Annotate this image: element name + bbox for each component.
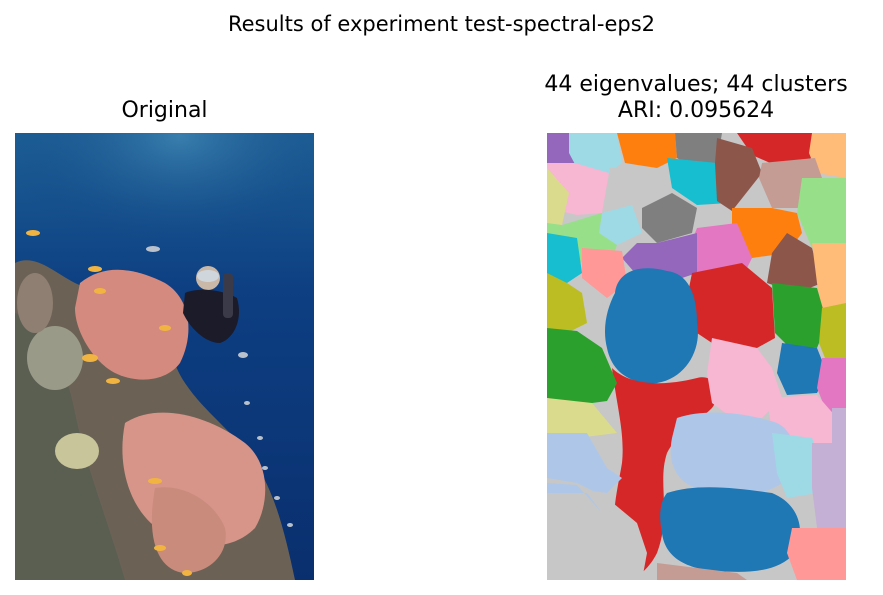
segment-lightorange-right	[812, 243, 846, 313]
segment-brown-top	[715, 138, 762, 211]
segment-blue-right	[777, 343, 827, 395]
segment-lightblue-left	[547, 433, 622, 493]
yellow-sponge	[55, 433, 99, 469]
segment-lightorange-top	[809, 133, 846, 178]
segment-olive-left	[547, 273, 587, 333]
segment-khaki-lower	[547, 398, 617, 438]
segment-cyan-top	[667, 158, 729, 205]
segment-blue-lower	[660, 487, 801, 572]
original-image	[15, 133, 314, 580]
segment-tan-bottom	[657, 563, 747, 580]
segment-pink-right	[817, 358, 846, 413]
segment-cyan-left	[547, 233, 582, 283]
segmentation-title-line1: 44 eigenvalues; 44 clusters	[544, 72, 848, 97]
segment-lavender-right	[832, 408, 846, 453]
pale-coral-head	[27, 326, 83, 390]
pink-coral-bottom	[151, 487, 226, 573]
segment-green-right	[772, 283, 827, 348]
diver-mask	[197, 270, 219, 282]
segmentation-image	[547, 133, 846, 580]
segment-lavender-lower	[812, 443, 846, 528]
pink-coral-upper	[75, 269, 189, 380]
segmentation-map	[547, 133, 846, 580]
underwater-photo	[15, 133, 314, 580]
segment-blue-center	[604, 268, 698, 384]
segment-lightgreen-right	[797, 178, 846, 248]
segmentation-panel-title: 44 eigenvalues; 44 clusters ARI: 0.09562…	[497, 72, 883, 124]
fish-school	[26, 230, 192, 576]
segment-red-center	[687, 263, 775, 353]
segment-salmon-left	[582, 248, 627, 298]
segment-lightcyan-mid	[599, 205, 642, 245]
segmentation-title-line2: ARI: 0.095624	[617, 98, 775, 123]
original-panel-title: Original	[121, 98, 208, 123]
segment-lightblue-center	[670, 412, 795, 495]
segment-salmon-lower	[787, 528, 846, 580]
segment-olive-right	[819, 303, 846, 363]
segment-lightblue-lower-strip	[547, 483, 602, 513]
segment-red-top	[737, 133, 812, 166]
figure-suptitle: Results of experiment test-spectral-eps2	[227, 12, 656, 36]
segment-orange-top	[617, 133, 677, 168]
small-silver-fish	[146, 246, 293, 527]
segment-brown-right	[767, 233, 822, 293]
segment-khaki-left	[547, 168, 569, 228]
diver-tank	[223, 273, 233, 318]
segment-lightgray-top	[609, 168, 672, 208]
segment-gray-mid	[642, 193, 697, 243]
segment-lightpink-mid	[707, 338, 782, 418]
coral-cluster-left	[17, 273, 53, 333]
segment-lightcyan-right	[772, 433, 822, 498]
segment-lightcyan-top	[569, 133, 622, 173]
segment-green-left	[547, 328, 617, 405]
segment-lightgray-lower	[547, 478, 647, 580]
